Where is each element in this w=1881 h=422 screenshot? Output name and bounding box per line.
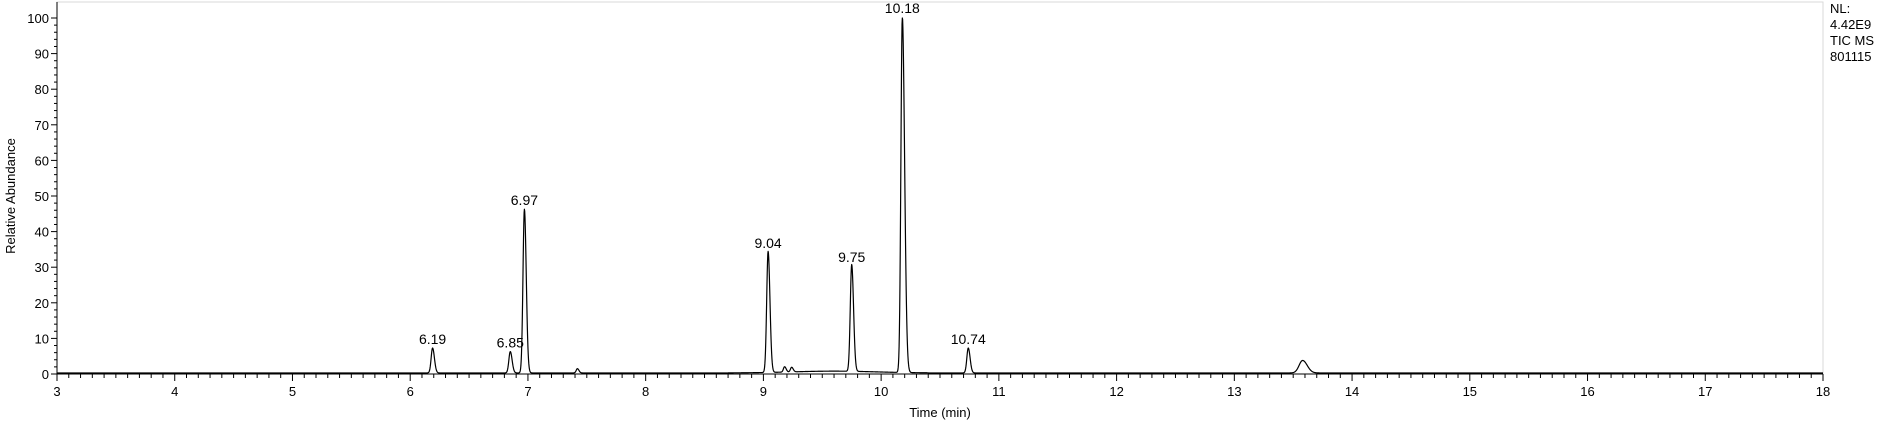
x-axis: 3 4 5 6 7 8 9 10 11 12 13 14 15 16 17 18 <box>53 373 1830 399</box>
x-tick-label: 8 <box>642 384 649 399</box>
y-tick-label: 100 <box>27 11 49 26</box>
peak-label: 6.19 <box>419 331 446 347</box>
y-tick-label: 0 <box>42 367 49 382</box>
y-tick-label: 10 <box>35 331 49 346</box>
peak-label: 6.97 <box>511 192 538 208</box>
info-line: NL: <box>1830 1 1850 16</box>
y-tick-label: 50 <box>35 189 49 204</box>
peak-labels: 6.19 6.85 6.97 9.04 9.75 10.18 10.74 <box>419 0 986 351</box>
peak-label: 10.74 <box>951 331 986 347</box>
y-tick-label: 20 <box>35 296 49 311</box>
x-tick-label: 4 <box>171 384 178 399</box>
x-tick-label: 11 <box>992 384 1006 399</box>
y-axis: 0 10 20 30 40 50 60 70 80 90 100 <box>27 2 58 382</box>
x-axis-title: Time (min) <box>909 405 971 420</box>
y-tick-label: 80 <box>35 82 49 97</box>
peak-label: 6.85 <box>497 335 524 351</box>
x-tick-label: 15 <box>1463 384 1477 399</box>
x-tick-label: 10 <box>874 384 888 399</box>
y-tick-label: 70 <box>35 118 49 133</box>
peak-label: 9.04 <box>754 235 781 251</box>
y-tick-label: 40 <box>35 225 49 240</box>
info-line: 801115 <box>1830 49 1871 64</box>
peak-label: 9.75 <box>838 249 865 265</box>
x-tick-label: 9 <box>760 384 767 399</box>
x-tick-label: 7 <box>524 384 531 399</box>
y-tick-label: 60 <box>35 153 49 168</box>
x-tick-label: 16 <box>1580 384 1594 399</box>
x-tick-label: 13 <box>1227 384 1241 399</box>
plot-area <box>56 1 1824 375</box>
x-tick-label: 14 <box>1345 384 1359 399</box>
y-axis-title: Relative Abundance <box>3 138 18 254</box>
tic-trace-line <box>56 17 1824 374</box>
info-line: 4.42E9 <box>1830 17 1871 32</box>
x-tick-label: 12 <box>1109 384 1123 399</box>
x-tick-label: 6 <box>407 384 414 399</box>
x-tick-label: 18 <box>1816 384 1830 399</box>
x-tick-label: 3 <box>53 384 60 399</box>
x-tick-label: 5 <box>289 384 296 399</box>
info-line: TIC MS <box>1830 33 1874 48</box>
y-tick-label: 90 <box>35 47 49 62</box>
x-tick-label: 17 <box>1698 384 1712 399</box>
peak-label: 10.18 <box>885 0 920 16</box>
y-tick-label: 30 <box>35 260 49 275</box>
